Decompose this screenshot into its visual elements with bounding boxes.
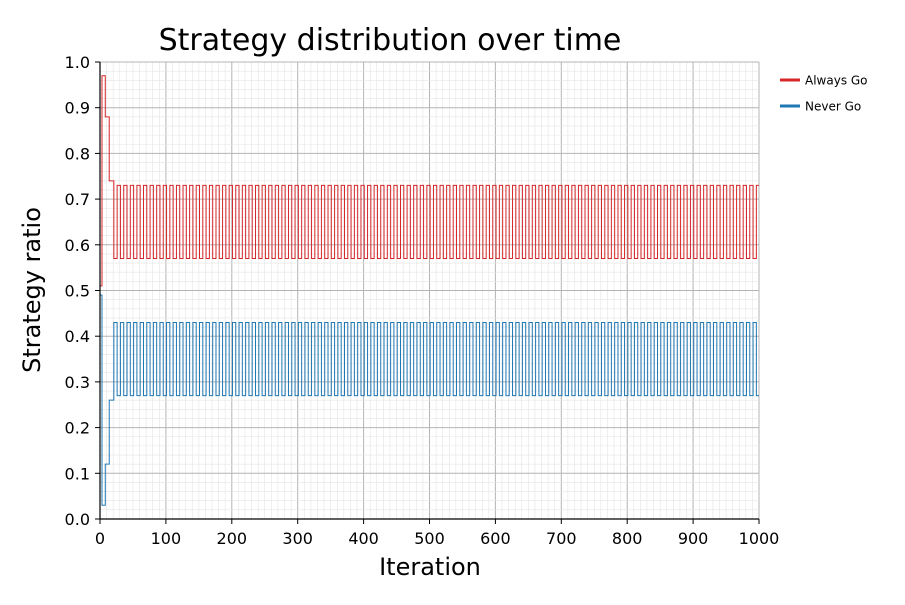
chart-title: Strategy distribution over time [159, 23, 622, 58]
tick-labels: 0 100 200 300 400 500 600 700 800 900 1000 0.0 0.1 0.… [65, 53, 780, 548]
series-line-1 [100, 294, 759, 506]
x-tick-label: 700 [546, 529, 577, 548]
x-tick-label: 400 [348, 529, 379, 548]
x-tick-label: 500 [414, 529, 445, 548]
y-tick-label: 0.0 [65, 510, 90, 529]
x-tick-label: 100 [151, 529, 182, 548]
y-tick-label: 0.8 [65, 144, 90, 163]
x-tick-label: 1000 [739, 529, 780, 548]
x-tick-label: 800 [612, 529, 643, 548]
y-axis-title: Strategy ratio [18, 207, 46, 373]
y-tick-label: 0.2 [65, 419, 90, 438]
y-tick-label: 0.6 [65, 236, 90, 255]
y-tick-label: 0.4 [65, 327, 90, 346]
x-tick-label: 0 [95, 529, 105, 548]
legend: Always Go Never Go [780, 74, 868, 114]
series-lines [100, 75, 759, 506]
y-tick-label: 0.7 [65, 190, 90, 209]
y-tick-label: 0.1 [65, 464, 90, 483]
y-tick-label: 0.9 [65, 99, 90, 118]
x-tick-label: 300 [282, 529, 313, 548]
x-tick-label: 600 [480, 529, 511, 548]
y-tick-label: 1.0 [65, 53, 90, 72]
x-tick-label: 200 [217, 529, 248, 548]
grid [99, 61, 760, 520]
x-tick-label: 900 [678, 529, 709, 548]
y-tick-label: 0.3 [65, 373, 90, 392]
x-axis-title: Iteration [379, 553, 481, 581]
series-line-0 [100, 75, 759, 287]
y-tick-label: 0.5 [65, 282, 90, 301]
legend-label-0: Always Go [805, 74, 868, 88]
legend-label-1: Never Go [805, 100, 861, 114]
